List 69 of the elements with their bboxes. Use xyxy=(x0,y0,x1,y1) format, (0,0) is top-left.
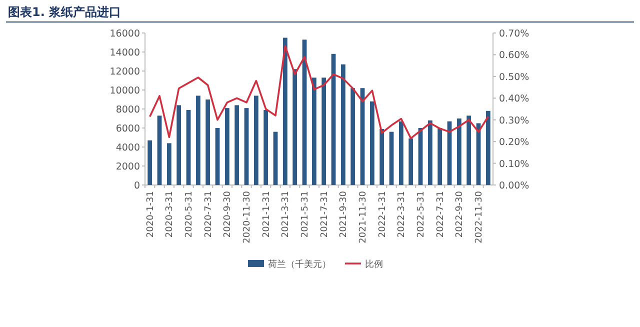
x-tick-label: 2021-11-30 xyxy=(358,190,368,244)
bar xyxy=(254,96,258,185)
legend-label: 荷兰（千美元） xyxy=(268,259,331,270)
y2-tick-label: 0.20% xyxy=(499,137,530,148)
bar xyxy=(176,105,182,185)
bar xyxy=(428,120,432,185)
bar xyxy=(244,108,249,185)
y-tick-label: 10000 xyxy=(110,86,140,96)
bar xyxy=(224,108,230,185)
x-tick-label: 2020-9-30 xyxy=(223,190,234,238)
bar xyxy=(350,88,356,185)
bar xyxy=(215,128,220,185)
x-tick-label: 2020-5-31 xyxy=(184,191,194,238)
y-tick-label: 6000 xyxy=(116,124,140,134)
y2-tick-label: 0.30% xyxy=(499,115,530,126)
bar xyxy=(148,140,152,185)
y2-tick-label: 0.40% xyxy=(499,94,530,105)
x-tick-label: 2022-7-31 xyxy=(436,191,446,238)
x-tick-label: 2022-11-30 xyxy=(474,190,484,244)
x-tick-label: 2021-9-30 xyxy=(339,190,350,238)
bar xyxy=(438,128,442,185)
bar xyxy=(186,110,191,185)
x-tick-label: 2022-9-30 xyxy=(455,190,466,238)
x-tick-label: 2021-7-31 xyxy=(320,191,330,238)
y-tick-label: 14000 xyxy=(110,48,140,58)
bar xyxy=(456,118,462,185)
y2-tick-label: 0.60% xyxy=(499,50,530,62)
bar xyxy=(264,110,268,185)
x-tick-label: 2022-3-31 xyxy=(397,191,408,238)
bar xyxy=(322,78,326,185)
y-tick-label: 2000 xyxy=(116,162,140,172)
y-tick-label: 16000 xyxy=(110,28,140,40)
bar xyxy=(389,132,394,185)
y2-tick-label: 0.70% xyxy=(499,28,530,40)
x-tick-label: 2020-3-31 xyxy=(165,191,176,238)
bar xyxy=(206,100,210,185)
bar xyxy=(166,143,172,185)
x-tick-label: 2021-5-31 xyxy=(300,191,310,238)
bar xyxy=(234,105,240,185)
y-tick-label: 4000 xyxy=(116,142,140,154)
bar xyxy=(340,64,346,185)
bar xyxy=(312,78,316,185)
y-tick-label: 12000 xyxy=(110,66,140,78)
bar xyxy=(466,116,472,185)
y-tick-label: 8000 xyxy=(116,104,140,116)
y2-tick-label: 0.50% xyxy=(499,72,530,83)
x-tick-label: 2020-1-31 xyxy=(146,191,156,238)
bar xyxy=(292,69,298,185)
y-tick-label: 0 xyxy=(134,180,140,192)
bar xyxy=(408,138,414,185)
bar xyxy=(398,121,404,185)
x-tick-label: 2021-1-31 xyxy=(262,191,272,238)
x-tick-label: 2022-5-31 xyxy=(416,191,426,238)
bar xyxy=(273,132,278,185)
line-series xyxy=(148,45,490,140)
x-tick-label: 2020-11-30 xyxy=(242,190,252,244)
bar xyxy=(486,110,490,185)
x-tick-label: 2020-7-31 xyxy=(204,191,214,238)
y2-tick-label: 0.10% xyxy=(499,158,530,170)
y2-tick-label: 0.00% xyxy=(499,180,530,192)
bar xyxy=(282,38,288,185)
x-tick-label: 2022-1-31 xyxy=(378,191,388,238)
legend-label: 比例 xyxy=(365,259,383,270)
bar xyxy=(157,116,162,185)
x-tick-label: 2021-3-31 xyxy=(281,191,292,238)
bar xyxy=(196,96,200,185)
chart-title: 图表1. 浆纸产品进口 xyxy=(8,5,122,19)
bar xyxy=(380,128,384,185)
bar xyxy=(370,101,374,185)
